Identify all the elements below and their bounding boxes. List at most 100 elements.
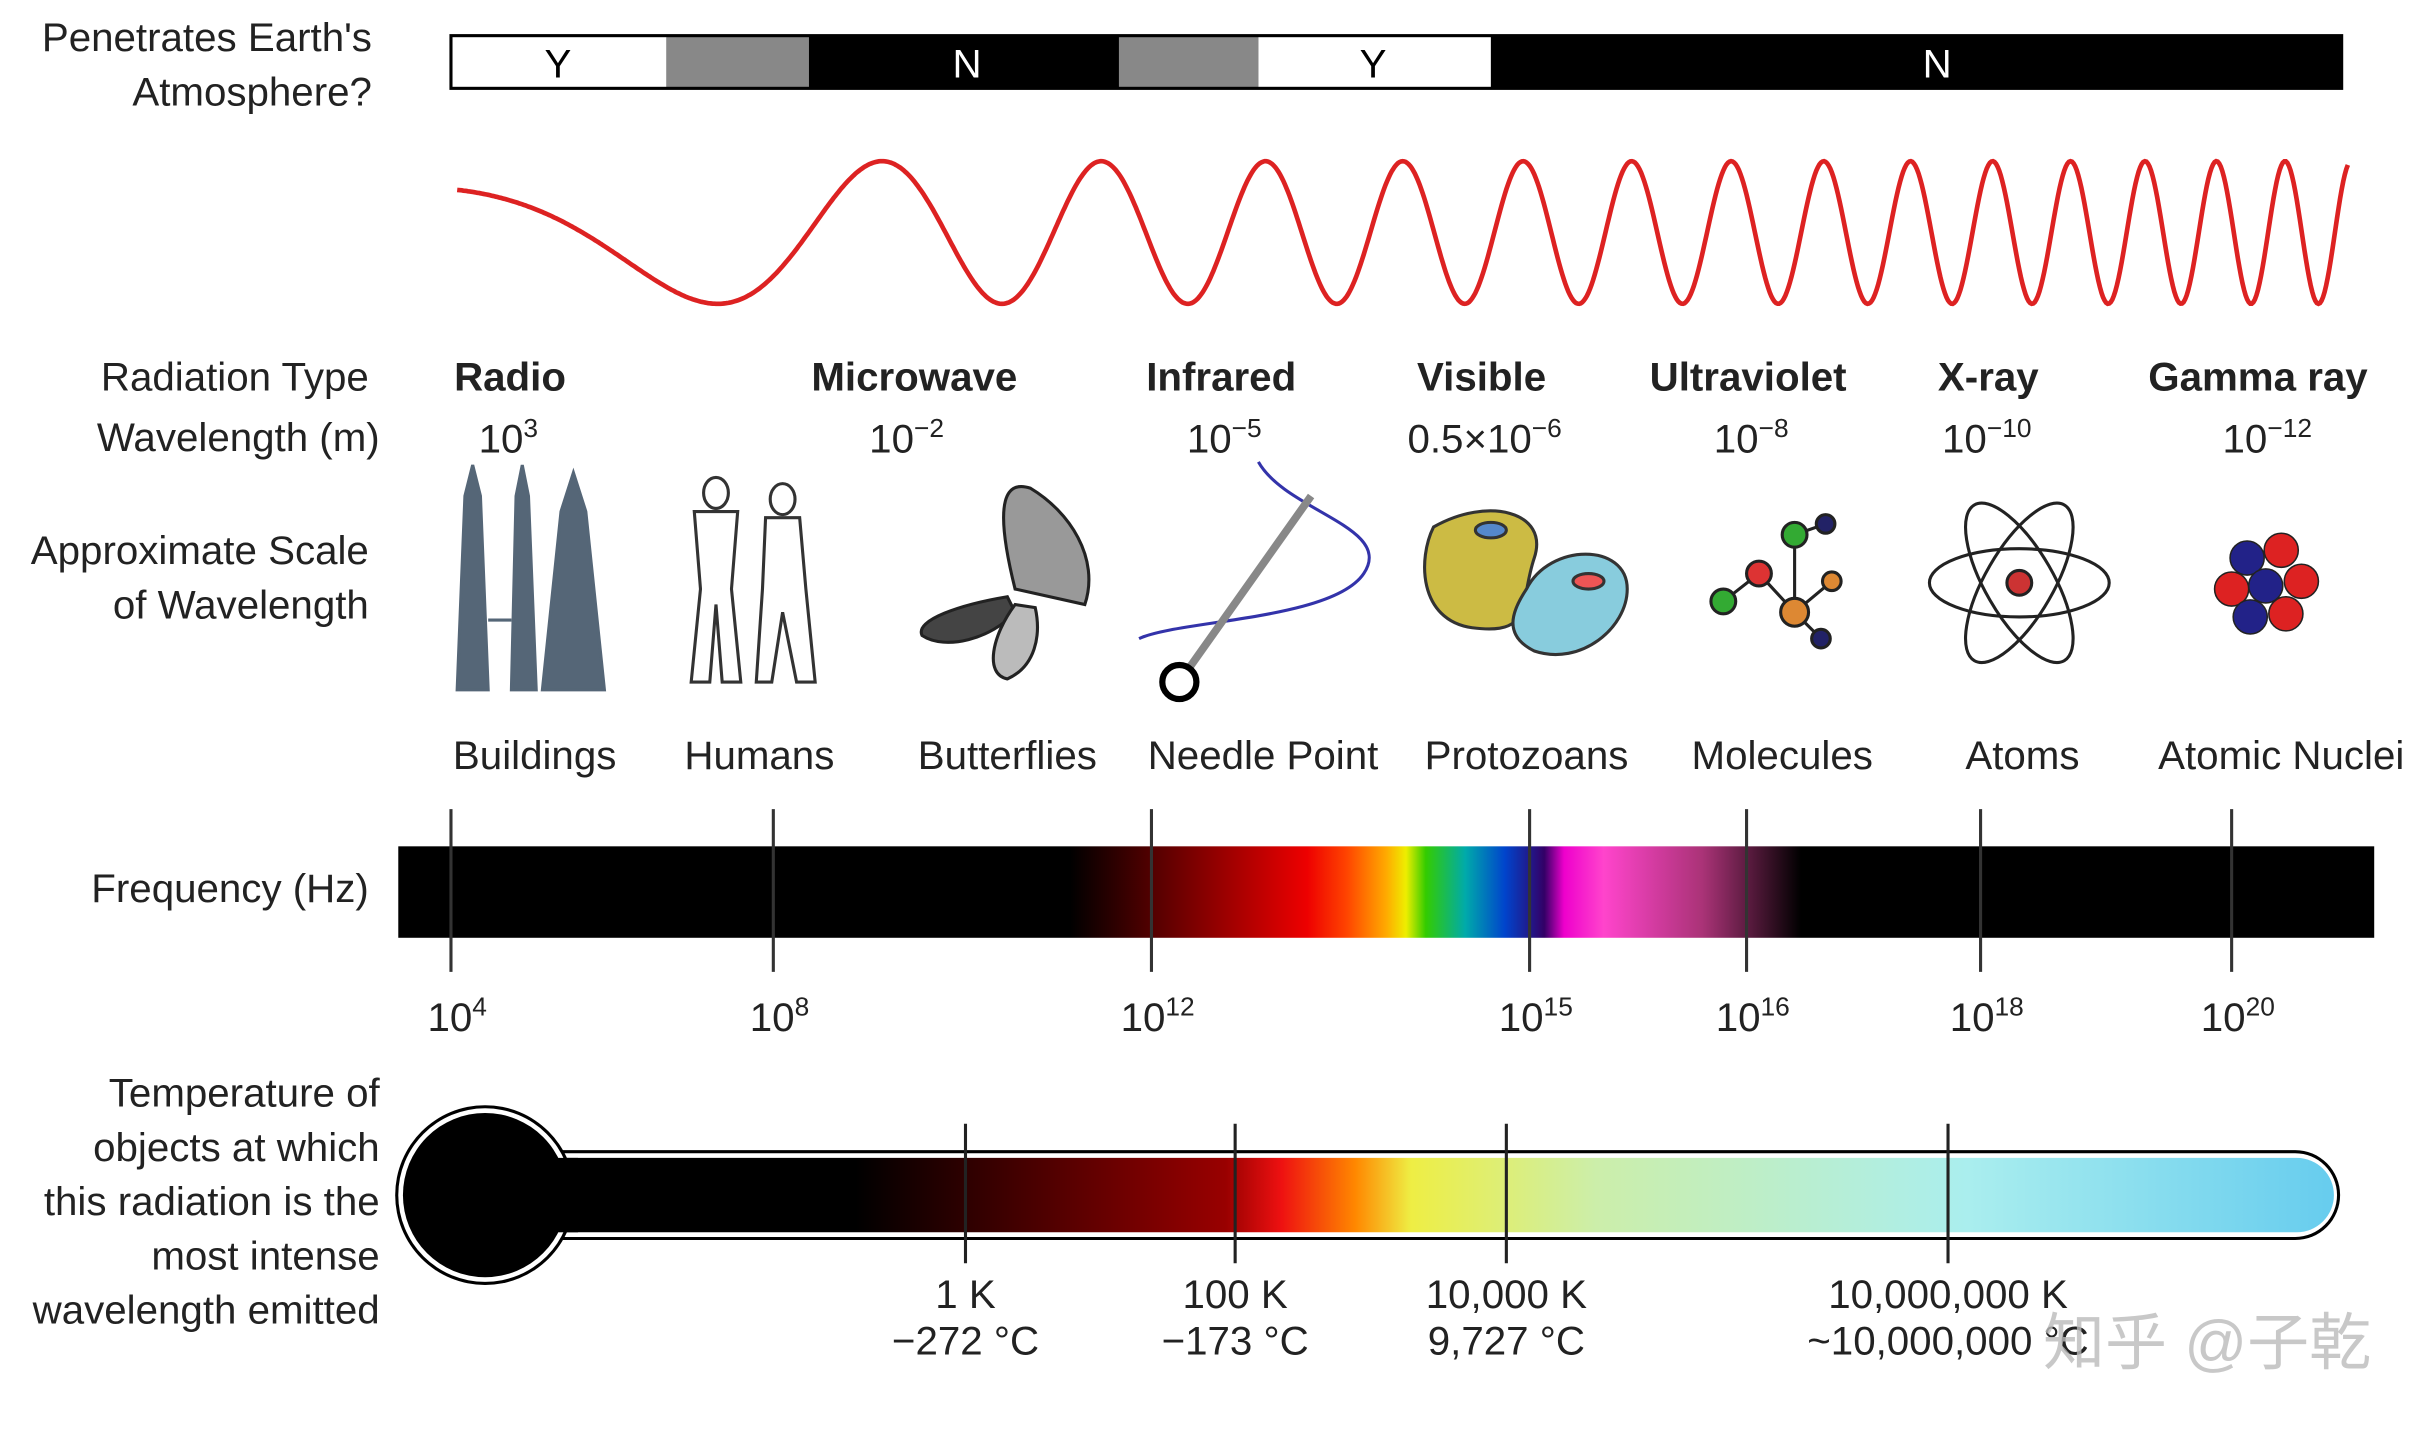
object-label: Atoms [1965,733,2079,778]
frequency-tick-label-base: 10 [1121,995,1166,1040]
frequency-tick-label-exp: 20 [2246,991,2275,1021]
wavelength-base: 0.5×10 [1407,417,1531,462]
icon-butterfly [919,485,1091,681]
band-name: Visible [1417,355,1546,400]
frequency-tick-label-base: 10 [1950,995,1995,1040]
wavelength-base: 10 [1942,417,1987,462]
frequency-tick-label-exp: 8 [795,991,810,1021]
icon-humans [689,475,817,684]
frequency-tick-label-base: 10 [1716,995,1761,1040]
frequency-tick-label-exp: 18 [1995,991,2024,1021]
frequency-bar [398,846,2375,938]
frequency-tick-label: 1016 [1716,991,1790,1040]
segment-label: N [1923,41,1952,86]
wavelength: 0.5×10−6 [1407,413,1561,462]
icon-atom [1927,501,2111,665]
celsius-label: ~10,000,000 °C [1807,1319,2089,1364]
object-label: Butterflies [918,733,1097,778]
band-name: Radio [454,355,566,400]
wavelength: 10−10 [1942,413,2031,462]
frequency-tick-label: 108 [750,991,809,1040]
temperature-label: objects at which [93,1125,380,1170]
icons [455,461,2320,703]
band-name: Ultraviolet [1650,355,1847,400]
icon-molecules [1709,513,1843,650]
atmosphere-label: Penetrates Earth's [42,15,372,60]
watermark: 知乎 @子乾 [2043,1309,2371,1378]
band-name: Infrared [1146,355,1296,400]
band-name: Gamma ray [2148,355,2368,400]
frequency-tick-label-exp: 16 [1761,991,1790,1021]
object-label: Protozoans [1425,733,1629,778]
wavelength-base: 10 [479,417,524,462]
segment-label: Y [544,41,571,86]
frequency-tick-label: 1020 [2201,991,2275,1040]
frequency-tick-label-base: 10 [750,995,795,1040]
atmosphere-bar [449,34,2344,90]
seg-partial [1118,37,1259,87]
object-label: Needle Point [1148,733,1379,778]
object-label: Buildings [453,733,616,778]
frequency-tick-label-exp: 12 [1165,991,1194,1021]
tube [486,1157,2334,1233]
atmosphere-label: Atmosphere? [132,69,372,114]
wavelength-base: 10 [1714,417,1759,462]
seg-y [1258,37,1491,87]
frequency-tick-label: 104 [427,991,486,1040]
wavelength: 10−8 [1714,413,1789,462]
object-label: Atomic Nuclei [2158,733,2404,778]
wave [456,158,2351,307]
bulb-neck [485,1157,579,1233]
icon-buildings [455,464,607,692]
frequency-tick-label: 1018 [1950,991,2024,1040]
wavelength-exp: −8 [1759,413,1789,443]
frequency-label: Frequency (Hz) [91,866,369,911]
wavelength-base: 10 [1187,417,1232,462]
kelvin-label: 1 K [935,1272,996,1317]
temperature-label: Temperature of [109,1071,381,1116]
celsius-label: 9,727 °C [1428,1319,1585,1364]
icon-needle [1138,461,1371,703]
scale-label: of Wavelength [113,582,369,627]
temperature-label: wavelength emitted [32,1288,380,1333]
wavelength-label: Wavelength (m) [97,415,380,460]
object-label: Humans [684,733,834,778]
wavelength: 10−12 [2223,413,2312,462]
kelvin-label: 10,000,000 K [1828,1272,2068,1317]
icon-nucleus [2213,532,2320,635]
kelvin-label: 100 K [1183,1272,1288,1317]
frequency-tick-label: 1012 [1121,991,1195,1040]
wavelength-exp: −5 [1232,413,1262,443]
frequency-tick-label-exp: 15 [1544,991,1573,1021]
wavelength: 10−2 [869,413,944,462]
frequency-tick-label: 1015 [1499,991,1573,1040]
segment-label: N [952,41,981,86]
wavelength-exp: 3 [523,413,538,443]
frequency-tick-label-base: 10 [1499,995,1544,1040]
segment-label: Y [1360,41,1387,86]
celsius-label: −272 °C [892,1319,1039,1364]
wavelength: 103 [479,413,538,462]
seg-partial [666,37,809,87]
temperature-label: this radiation is the [44,1179,380,1224]
wavelength-exp: −6 [1532,413,1562,443]
frequency-tick-label-base: 10 [2201,995,2246,1040]
frequency-tick-label-exp: 4 [472,991,487,1021]
band-name: X-ray [1938,355,2039,400]
icon-protozoans [1423,509,1629,657]
thermometer [395,1105,2341,1285]
object-label: Molecules [1692,733,1873,778]
wavelength-exp: −12 [2267,413,2312,443]
wavelength-exp: −2 [914,413,944,443]
temperature-label: most intense [151,1233,379,1278]
kelvin-label: 10,000 K [1426,1272,1587,1317]
wavelength-base: 10 [2223,417,2268,462]
bulb [402,1112,568,1278]
wavelength: 10−5 [1187,413,1262,462]
scale-label: Approximate Scale [31,528,369,573]
seg-y [452,37,667,87]
frequency-tick-label-base: 10 [427,995,472,1040]
radiation-type-label: Radiation Type [101,355,369,400]
band-name: Microwave [811,355,1017,400]
